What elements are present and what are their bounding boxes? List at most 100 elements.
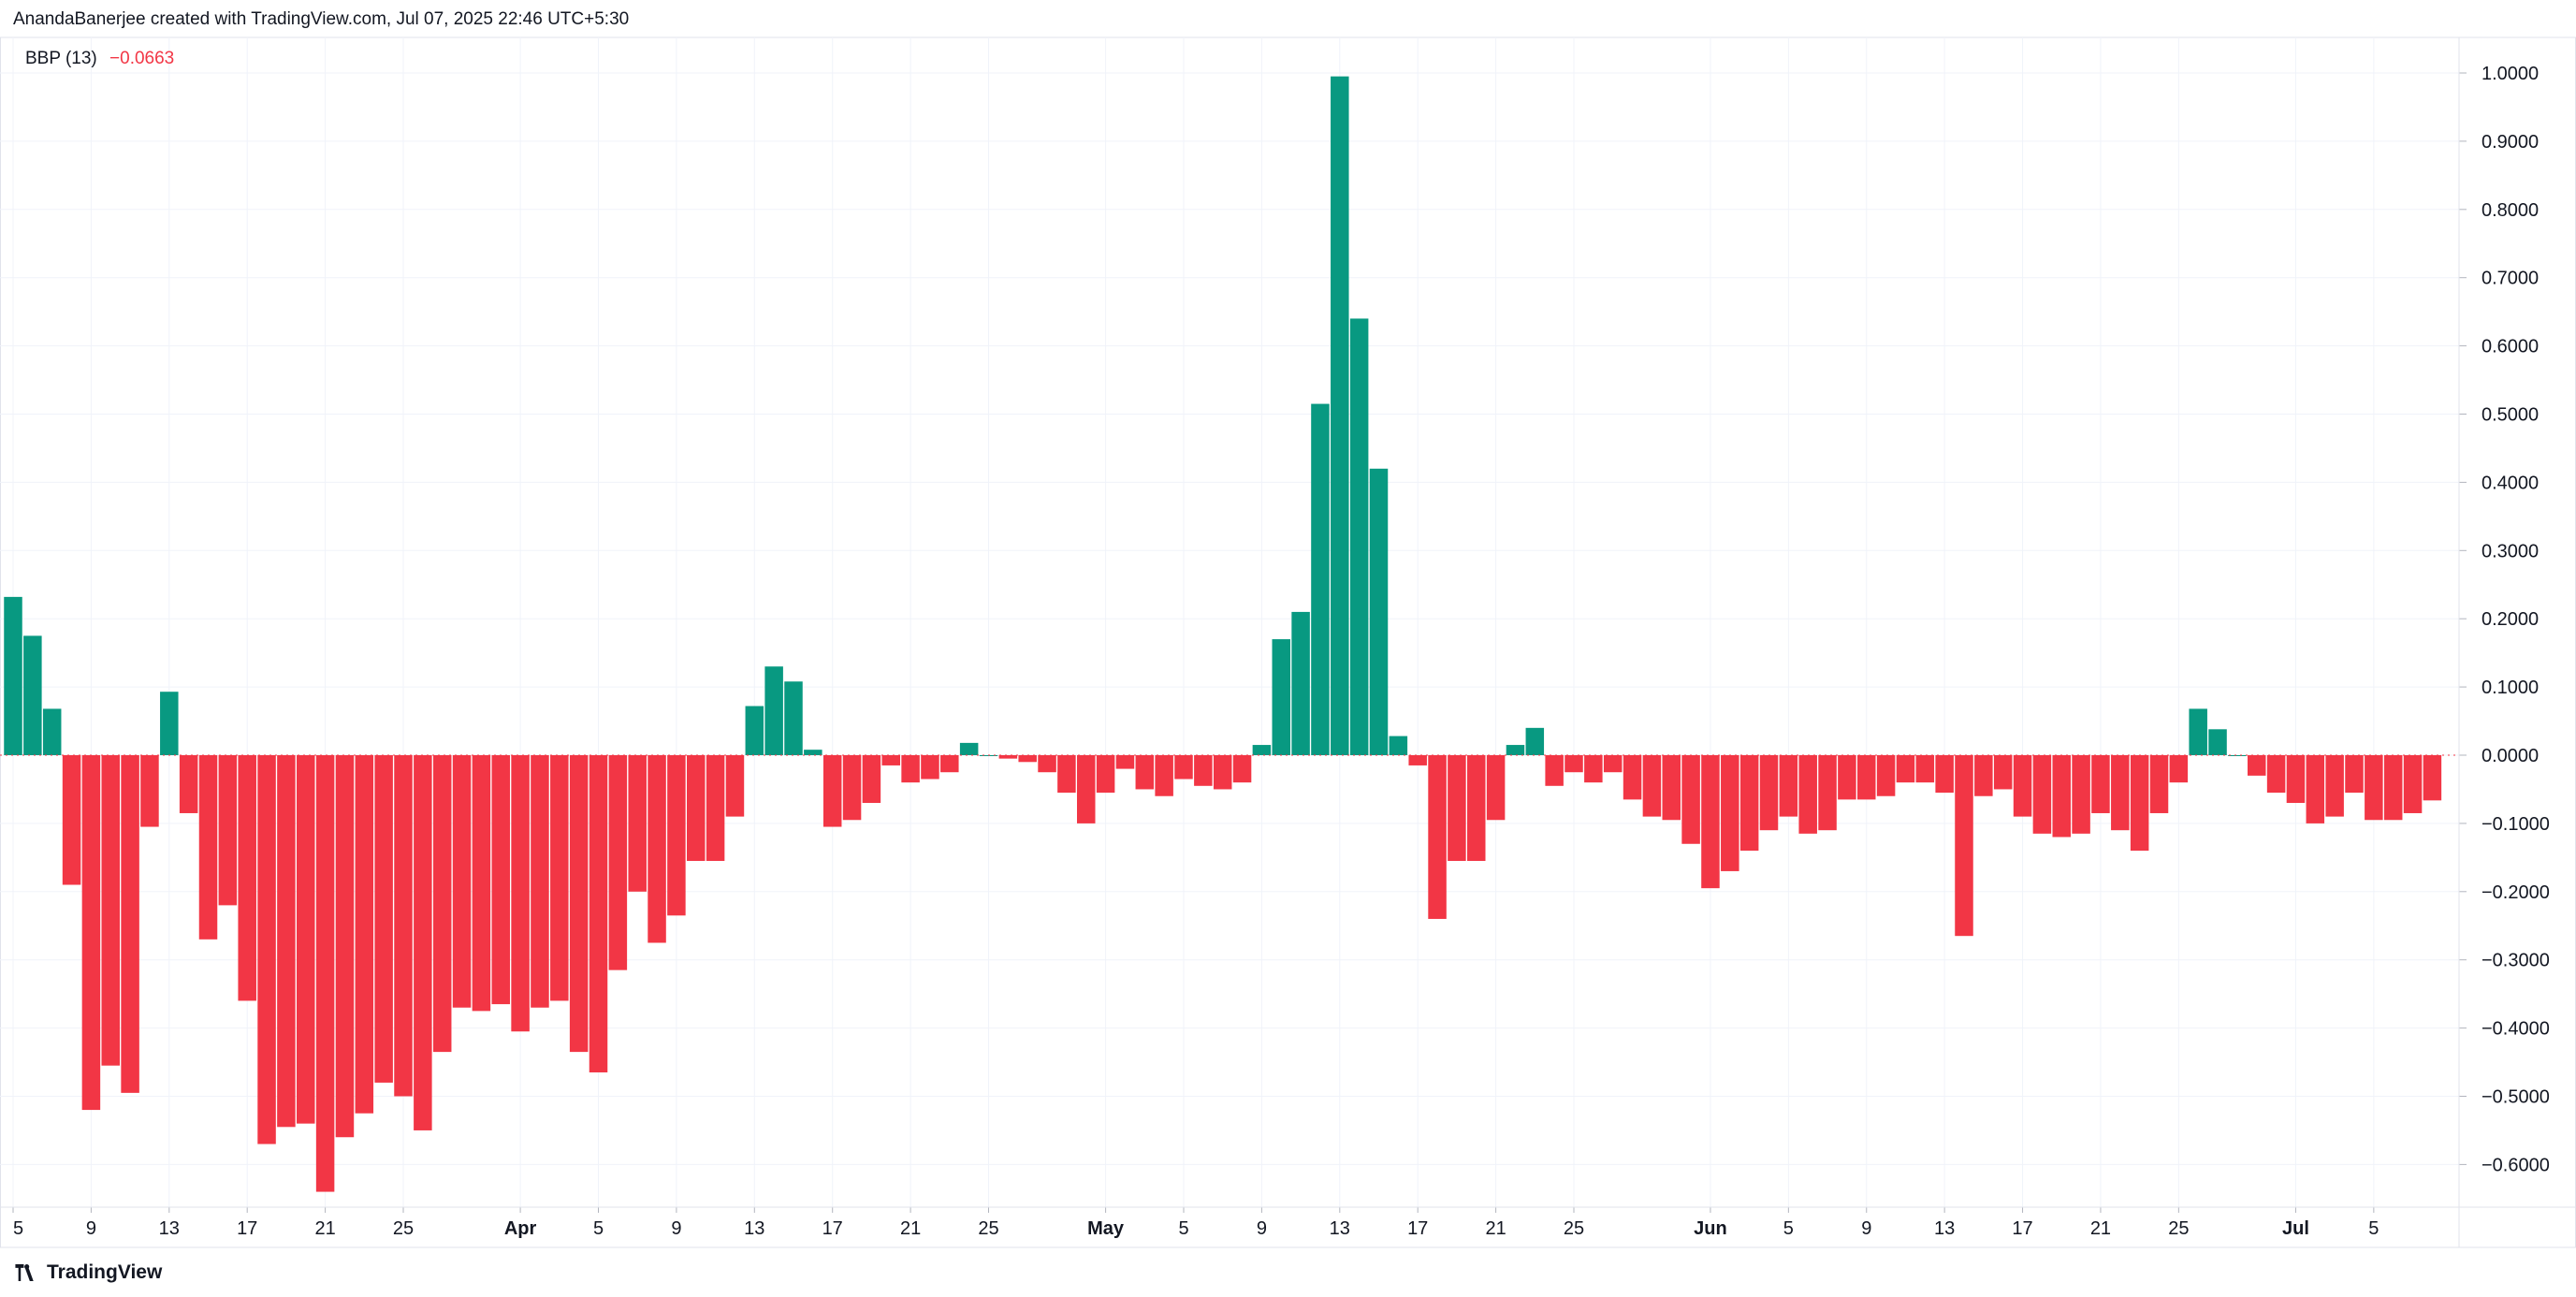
bbp-bar — [745, 706, 764, 755]
bbp-bar — [2266, 755, 2286, 794]
bbp-bar — [1428, 755, 1447, 919]
bbp-bar — [2286, 755, 2306, 804]
bbp-bar — [1486, 755, 1506, 821]
bbp-bar — [1252, 745, 1272, 755]
bbp-bar — [1798, 755, 1817, 834]
bbp-bar — [42, 708, 62, 755]
x-tick-label: 5 — [2368, 1218, 2379, 1239]
bbp-bar — [160, 692, 179, 755]
y-tick-label: −0.5000 — [2481, 1087, 2550, 1108]
bbp-bar — [2130, 755, 2149, 852]
bbp-bar — [1545, 755, 1564, 786]
bbp-bar — [822, 755, 842, 827]
y-tick-label: 0.5000 — [2481, 405, 2539, 426]
x-tick-label: 9 — [1257, 1218, 1267, 1239]
x-tick-label: 21 — [2090, 1218, 2111, 1239]
x-tick-label: 13 — [159, 1218, 180, 1239]
bbp-bar — [179, 755, 198, 813]
y-tick-label: 0.9000 — [2481, 132, 2539, 153]
tradingview-logo[interactable]: TradingView — [13, 1261, 162, 1284]
y-tick-label: −0.2000 — [2481, 882, 2550, 903]
bbp-bar — [1194, 755, 1213, 786]
bbp-bar — [315, 755, 335, 1192]
bbp-bar — [297, 755, 315, 1124]
bbp-bar — [1584, 755, 1603, 783]
y-tick-label: 0.8000 — [2481, 200, 2539, 221]
bbp-bar — [1467, 755, 1486, 861]
x-tick-label: 5 — [1178, 1218, 1188, 1239]
bbp-bar — [277, 755, 296, 1128]
bbp-bar — [804, 750, 822, 755]
bbp-bar — [1896, 755, 1915, 783]
x-tick-label: 25 — [393, 1218, 414, 1239]
bbp-bar — [881, 755, 900, 765]
bbp-bar — [1096, 755, 1115, 794]
bbp-bar — [1955, 755, 1973, 937]
bbp-bar — [862, 755, 881, 804]
y-tick-label: 0.0000 — [2481, 746, 2539, 766]
bbp-bar — [1408, 755, 1427, 765]
y-tick-label: 0.2000 — [2481, 609, 2539, 630]
bbp-bar — [784, 681, 803, 755]
x-tick-label: 13 — [1934, 1218, 1955, 1239]
x-tick-label: 17 — [237, 1218, 257, 1239]
bbp-bar — [1565, 755, 1583, 773]
bbp-bar — [648, 755, 666, 943]
x-tick-label: Jun — [1694, 1218, 1727, 1239]
bbp-bar — [1213, 755, 1232, 790]
bbp-bar — [140, 755, 159, 827]
bbp-bar — [1272, 639, 1290, 755]
x-tick-label: 5 — [1783, 1218, 1794, 1239]
bbp-bar — [62, 755, 81, 885]
bbp-bar — [628, 755, 647, 892]
bbp-bar — [589, 755, 608, 1072]
bbp-bar — [2091, 755, 2110, 813]
bbp-bar — [2345, 755, 2364, 794]
bbp-bar — [2423, 755, 2442, 801]
bbp-bar — [1174, 755, 1193, 780]
bbp-bar — [687, 755, 706, 861]
bbp-bar — [23, 635, 42, 755]
bbp-bar — [432, 755, 452, 1053]
bbp-bar — [1057, 755, 1076, 794]
bbp-bar — [1389, 736, 1408, 755]
bbp-bar — [1935, 755, 1954, 794]
y-tick-label: 0.6000 — [2481, 337, 2539, 357]
bbp-bar — [921, 755, 939, 780]
x-tick-label: 9 — [1861, 1218, 1871, 1239]
y-tick-label: −0.6000 — [2481, 1155, 2550, 1175]
y-axis: 1.0000 0.9000 0.8000 0.7000 0.6000 0.5000 0.40… — [2459, 64, 2550, 1175]
indicator-value: −0.0663 — [109, 49, 175, 68]
x-tick-label: 5 — [593, 1218, 604, 1239]
y-tick-label: −0.3000 — [2481, 951, 2550, 971]
x-tick-label: 17 — [1407, 1218, 1428, 1239]
tradingview-brand: TradingView — [47, 1261, 163, 1283]
x-tick-label: May — [1087, 1218, 1125, 1239]
bbp-bar — [998, 755, 1018, 759]
bbp-bar — [1525, 727, 1545, 755]
bbp-bar — [2111, 755, 2130, 831]
bbp-bar — [374, 755, 393, 1083]
bbp-bar — [1331, 76, 1349, 755]
bbp-bar — [842, 755, 862, 821]
bbp-bar — [569, 755, 589, 1053]
bbp-bar — [1448, 755, 1466, 861]
y-tick-label: −0.1000 — [2481, 814, 2550, 835]
bbp-bar — [1623, 755, 1642, 800]
bbp-bar — [2306, 755, 2325, 823]
bbp-bar — [2228, 755, 2247, 756]
bbp-bar — [1818, 755, 1837, 831]
bbp-bar — [725, 755, 745, 817]
indicator-legend: BBP (13) −0.0663 — [25, 49, 174, 69]
bbp-bar — [1018, 755, 1037, 763]
bbp-bar — [1642, 755, 1662, 817]
bbp-bar — [491, 755, 510, 1005]
tradingview-icon — [15, 1264, 34, 1281]
bbp-bar — [1993, 755, 2013, 790]
bbp-bar — [2189, 708, 2207, 755]
bbp-bar — [335, 755, 355, 1138]
bbp-bar — [2403, 755, 2423, 813]
y-tick-label: 0.1000 — [2481, 678, 2539, 698]
bbp-bar — [121, 755, 139, 1093]
